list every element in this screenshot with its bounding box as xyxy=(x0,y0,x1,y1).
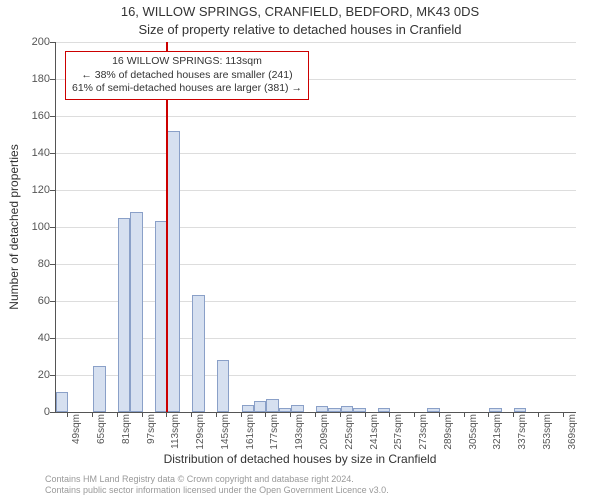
x-tick-mark xyxy=(389,412,390,417)
gridline-h xyxy=(56,190,576,191)
x-tick-label: 129sqm xyxy=(195,414,206,450)
x-tick-label: 193sqm xyxy=(294,414,305,450)
x-tick-label: 113sqm xyxy=(170,414,181,449)
chart-container: 16, WILLOW SPRINGS, CRANFIELD, BEDFORD, … xyxy=(0,0,600,500)
y-tick-mark xyxy=(50,375,55,376)
x-tick-label: 177sqm xyxy=(269,414,280,450)
y-tick-label: 0 xyxy=(10,406,50,418)
x-tick-mark xyxy=(191,412,192,417)
x-tick-label: 65sqm xyxy=(96,414,107,444)
x-tick-label: 145sqm xyxy=(220,414,231,450)
x-tick-mark xyxy=(365,412,366,417)
y-tick-label: 180 xyxy=(10,73,50,85)
y-tick-mark xyxy=(50,227,55,228)
x-tick-label: 305sqm xyxy=(468,414,479,450)
y-tick-mark xyxy=(50,338,55,339)
x-tick-mark xyxy=(538,412,539,417)
x-tick-mark xyxy=(315,412,316,417)
histogram-bar xyxy=(291,405,303,412)
x-tick-label: 49sqm xyxy=(71,414,82,444)
annotation-line1: 16 WILLOW SPRINGS: 113sqm xyxy=(72,55,302,69)
histogram-bar xyxy=(130,212,142,412)
y-tick-label: 60 xyxy=(10,295,50,307)
y-tick-mark xyxy=(50,190,55,191)
x-tick-label: 337sqm xyxy=(517,414,528,450)
x-tick-mark xyxy=(216,412,217,417)
x-tick-mark xyxy=(265,412,266,417)
y-tick-label: 120 xyxy=(10,184,50,196)
histogram-bar xyxy=(242,405,254,412)
x-tick-label: 273sqm xyxy=(418,414,429,450)
x-tick-label: 225sqm xyxy=(344,414,355,450)
x-tick-mark xyxy=(488,412,489,417)
histogram-bar xyxy=(118,218,130,412)
x-tick-mark xyxy=(67,412,68,417)
histogram-bar xyxy=(514,408,526,412)
x-tick-mark xyxy=(142,412,143,417)
histogram-bar xyxy=(316,406,328,412)
x-tick-mark xyxy=(340,412,341,417)
y-tick-mark xyxy=(50,264,55,265)
footer-line1: Contains HM Land Registry data © Crown c… xyxy=(45,474,389,485)
x-tick-label: 209sqm xyxy=(319,414,330,450)
y-tick-label: 200 xyxy=(10,36,50,48)
x-tick-mark xyxy=(563,412,564,417)
x-tick-label: 353sqm xyxy=(542,414,553,450)
footer-attribution: Contains HM Land Registry data © Crown c… xyxy=(45,474,389,497)
annotation-line2: ← 38% of detached houses are smaller (24… xyxy=(72,69,302,83)
y-tick-mark xyxy=(50,412,55,413)
gridline-h xyxy=(56,153,576,154)
x-tick-label: 289sqm xyxy=(443,414,454,450)
x-tick-mark xyxy=(439,412,440,417)
title-address: 16, WILLOW SPRINGS, CRANFIELD, BEDFORD, … xyxy=(0,4,600,19)
y-tick-label: 20 xyxy=(10,369,50,381)
y-tick-label: 160 xyxy=(10,110,50,122)
histogram-bar xyxy=(192,295,204,412)
histogram-bar xyxy=(93,366,105,412)
x-tick-mark xyxy=(117,412,118,417)
y-tick-mark xyxy=(50,116,55,117)
x-tick-mark xyxy=(513,412,514,417)
y-tick-mark xyxy=(50,42,55,43)
y-tick-label: 40 xyxy=(10,332,50,344)
x-tick-label: 321sqm xyxy=(492,414,503,450)
x-tick-label: 81sqm xyxy=(121,414,132,444)
x-tick-label: 241sqm xyxy=(369,414,380,450)
gridline-h xyxy=(56,116,576,117)
x-tick-label: 257sqm xyxy=(393,414,404,450)
histogram-bar xyxy=(266,399,278,412)
y-tick-mark xyxy=(50,153,55,154)
x-tick-mark xyxy=(241,412,242,417)
x-tick-mark xyxy=(92,412,93,417)
x-tick-label: 369sqm xyxy=(567,414,578,450)
histogram-bar xyxy=(254,401,266,412)
x-tick-mark xyxy=(414,412,415,417)
x-tick-label: 97sqm xyxy=(146,414,157,444)
footer-line2: Contains public sector information licen… xyxy=(45,485,389,496)
y-tick-mark xyxy=(50,79,55,80)
annotation-line3: 61% of semi-detached houses are larger (… xyxy=(72,82,302,96)
x-tick-label: 161sqm xyxy=(245,414,256,450)
histogram-bar xyxy=(167,131,179,412)
x-tick-mark xyxy=(166,412,167,417)
x-axis-label: Distribution of detached houses by size … xyxy=(0,452,600,466)
histogram-bar xyxy=(56,392,68,412)
x-tick-mark xyxy=(464,412,465,417)
y-tick-label: 100 xyxy=(10,221,50,233)
histogram-bar xyxy=(217,360,229,412)
gridline-h xyxy=(56,42,576,43)
x-tick-mark xyxy=(290,412,291,417)
histogram-bar xyxy=(489,408,501,412)
title-subtitle: Size of property relative to detached ho… xyxy=(0,22,600,37)
y-tick-label: 140 xyxy=(10,147,50,159)
annotation-box: 16 WILLOW SPRINGS: 113sqm← 38% of detach… xyxy=(65,51,309,100)
histogram-bar xyxy=(341,406,353,412)
y-tick-mark xyxy=(50,301,55,302)
y-tick-label: 80 xyxy=(10,258,50,270)
